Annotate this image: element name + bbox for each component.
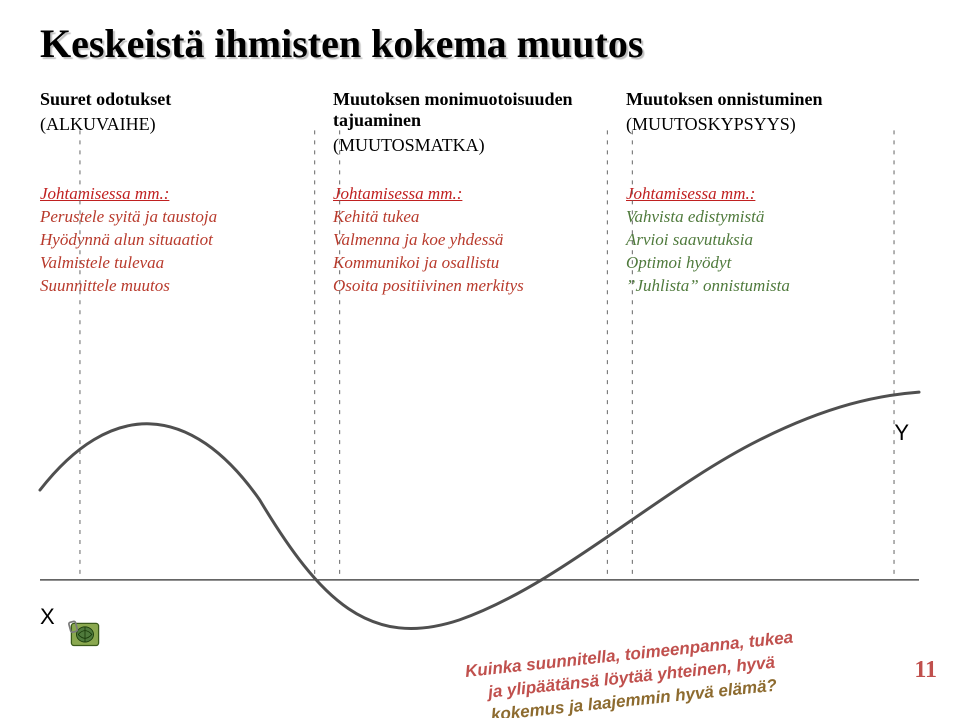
- header-col-1-sub: (ALKUVAIHE): [40, 114, 325, 135]
- header-col-1: Suuret odotukset (ALKUVAIHE): [40, 89, 333, 156]
- header-col-3-sub: (MUUTOSKYPSYYS): [626, 114, 911, 135]
- body-col-1-l1: Perustele syitä ja taustoja: [40, 206, 325, 229]
- header-col-2-top: Muutoksen monimuotoisuuden tajuaminen: [333, 89, 618, 131]
- header-col-2: Muutoksen monimuotoisuuden tajuaminen (M…: [333, 89, 626, 156]
- body-col-1-lead: Johtamisessa mm.:: [40, 184, 325, 204]
- body-col-2-l2: Valmenna ja koe yhdessä: [333, 229, 618, 252]
- body-col-3: Johtamisessa mm.: Vahvista edistymistä A…: [626, 184, 919, 298]
- body-col-3-lead: Johtamisessa mm.:: [626, 184, 911, 204]
- body-col-2-l4: Osoita positiivinen merkitys: [333, 275, 618, 298]
- y-axis-label: Y: [894, 420, 909, 446]
- body-col-2-lead: Johtamisessa mm.:: [333, 184, 618, 204]
- body-col-1-l4: Suunnittele muutos: [40, 275, 325, 298]
- x-axis-label: X: [40, 604, 55, 630]
- body-col-2: Johtamisessa mm.: Kehitä tukea Valmenna …: [333, 184, 626, 298]
- body-col-3-l4: ”Juhlista” onnistumista: [626, 275, 911, 298]
- header-col-1-top: Suuret odotukset: [40, 89, 325, 110]
- header-col-2-sub: (MUUTOSMATKA): [333, 135, 618, 156]
- slide-title: Keskeistä ihmisten kokema muutos: [40, 20, 919, 67]
- body-col-3-l3: Optimoi hyödyt: [626, 252, 911, 275]
- body-col-2-l1: Kehitä tukea: [333, 206, 618, 229]
- body-col-1: Johtamisessa mm.: Perustele syitä ja tau…: [40, 184, 333, 298]
- header-col-3: Muutoksen onnistuminen (MUUTOSKYPSYYS): [626, 89, 919, 156]
- body-col-3-l1: Vahvista edistymistä: [626, 206, 911, 229]
- header-row: Suuret odotukset (ALKUVAIHE) Muutoksen m…: [40, 89, 919, 156]
- body-col-1-l2: Hyödynnä alun situaatiot: [40, 229, 325, 252]
- globe-clip-icon: [68, 620, 102, 654]
- body-col-2-l3: Kommunikoi ja osallistu: [333, 252, 618, 275]
- body-col-3-l2: Arvioi saavutuksia: [626, 229, 911, 252]
- header-col-3-top: Muutoksen onnistuminen: [626, 89, 911, 110]
- body-col-1-l3: Valmistele tulevaa: [40, 252, 325, 275]
- change-curve-svg: [40, 340, 919, 660]
- change-curve-chart: X Y: [40, 340, 919, 660]
- body-row: Johtamisessa mm.: Perustele syitä ja tau…: [40, 184, 919, 298]
- slide: Keskeistä ihmisten kokema muutos Suuret …: [0, 0, 959, 718]
- slide-number: 11: [914, 657, 937, 684]
